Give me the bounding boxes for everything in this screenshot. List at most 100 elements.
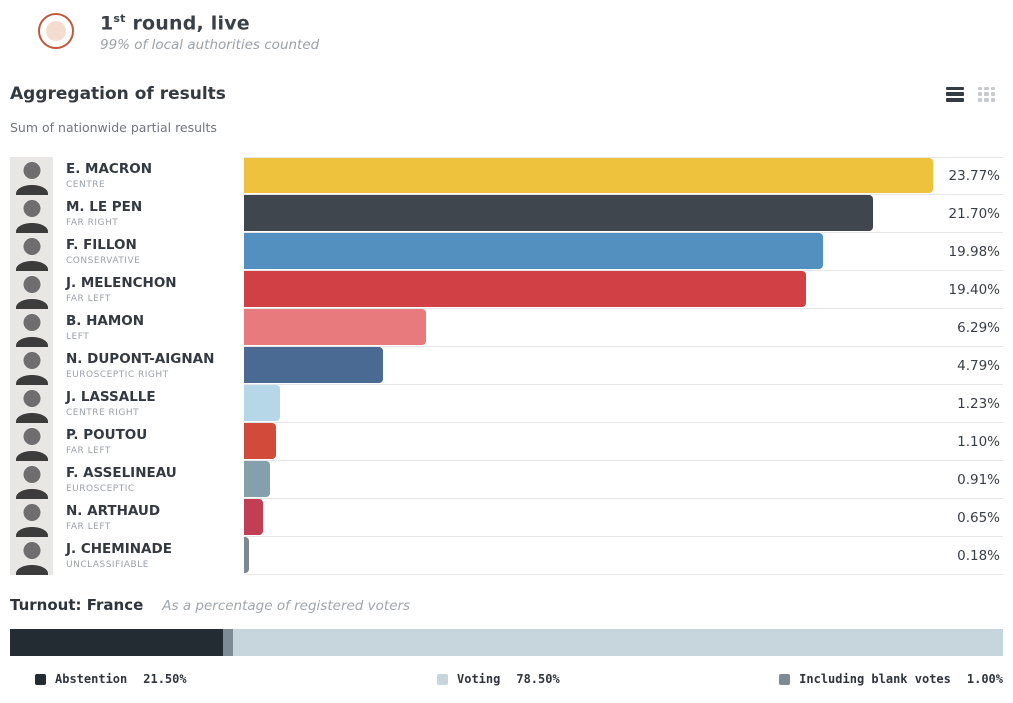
result-bar	[244, 347, 383, 383]
result-bar	[244, 271, 807, 307]
candidate-photo	[10, 423, 53, 461]
round-title: 1st round, live	[100, 12, 250, 35]
result-value: 0.91%	[957, 471, 1000, 488]
result-bar	[244, 233, 824, 269]
legend-item-blank-votes: Including blank votes 1.00%	[779, 672, 1003, 686]
candidate-photo	[10, 347, 53, 385]
candidate-party: LEFT	[66, 331, 90, 342]
turnout-legend: Abstention 21.50% Voting 78.50% Includin…	[10, 672, 1003, 686]
candidate-name: P. POUTOU	[66, 427, 148, 444]
bar-track: 6.29%	[244, 309, 1003, 347]
page-header: 1st round, live 99% of local authorities…	[0, 0, 1013, 60]
candidate-name: N. DUPONT-AIGNAN	[66, 351, 215, 368]
result-value: 0.18%	[957, 547, 1000, 564]
candidate-party: FAR LEFT	[66, 521, 111, 532]
result-row: E. MACRON CENTRE 23.77%	[10, 157, 1003, 195]
candidate-photo	[10, 233, 53, 271]
result-row: P. POUTOU FAR LEFT 1.10%	[10, 423, 1003, 461]
result-value: 19.98%	[948, 243, 1000, 260]
candidate-photo	[10, 499, 53, 537]
turnout-note: As a percentage of registered voters	[162, 598, 411, 614]
bar-track: 0.91%	[244, 461, 1003, 499]
candidate-photo	[10, 537, 53, 575]
candidate-party: EUROSCEPTIC	[66, 483, 135, 494]
bar-track: 1.23%	[244, 385, 1003, 423]
legend-swatch-blank-votes	[779, 673, 791, 685]
turnout-stacked-bar	[10, 629, 1003, 656]
legend-item-abstention: Abstention 21.50%	[35, 672, 187, 686]
candidate-name: M. LE PEN	[66, 199, 143, 216]
result-value: 0.65%	[957, 509, 1000, 526]
result-row: J. CHEMINADE UNCLASSIFIABLE 0.18%	[10, 537, 1003, 575]
legend-label: Abstention	[55, 672, 128, 686]
candidate-photo	[10, 309, 53, 347]
candidate-name: F. ASSELINEAU	[66, 465, 177, 482]
candidate-name: J. CHEMINADE	[66, 541, 172, 558]
candidate-party: CENTRE RIGHT	[66, 407, 140, 418]
result-row: J. MELENCHON FAR LEFT 19.40%	[10, 271, 1003, 309]
legend-item-voting: Voting 78.50%	[437, 672, 560, 686]
bar-track: 0.18%	[244, 537, 1003, 575]
candidate-photo	[10, 461, 53, 499]
bar-track: 19.40%	[244, 271, 1003, 309]
result-value: 19.40%	[948, 281, 1000, 298]
candidate-party: EUROSCEPTIC RIGHT	[66, 369, 169, 380]
bar-track: 0.65%	[244, 499, 1003, 537]
legend-value: 1.00%	[966, 672, 1003, 686]
candidate-photo	[10, 195, 53, 233]
turnout-segment-abstention	[10, 629, 224, 656]
candidate-name: B. HAMON	[66, 313, 145, 330]
result-bar	[244, 461, 271, 497]
candidate-name: J. LASSALLE	[66, 389, 156, 406]
candidate-name: F. FILLON	[66, 237, 137, 254]
round-indicator-dot	[46, 21, 66, 41]
result-value: 21.70%	[948, 205, 1000, 222]
turnout-segment-blank-votes	[223, 629, 234, 656]
candidate-photo	[10, 157, 53, 195]
result-row: M. LE PEN FAR RIGHT 21.70%	[10, 195, 1003, 233]
legend-swatch-voting	[437, 673, 448, 685]
result-value: 23.77%	[948, 168, 1000, 184]
candidate-name: E. MACRON	[66, 161, 153, 178]
result-value: 6.29%	[957, 319, 1000, 336]
round-subtitle: 99% of local authorities counted	[100, 37, 320, 54]
result-bar	[244, 195, 874, 231]
bar-track: 23.77%	[244, 157, 1003, 195]
list-view-icon[interactable]	[946, 86, 964, 102]
candidate-party: FAR LEFT	[66, 293, 111, 304]
candidate-photo	[10, 271, 53, 309]
result-value: 1.10%	[957, 433, 1000, 450]
bar-track: 1.10%	[244, 423, 1003, 461]
result-row: B. HAMON LEFT 6.29%	[10, 309, 1003, 347]
result-row: F. ASSELINEAU EUROSCEPTIC 0.91%	[10, 461, 1003, 499]
candidate-photo	[10, 385, 53, 423]
bar-track: 19.98%	[244, 233, 1003, 271]
results-title: Aggregation of results	[10, 84, 226, 104]
result-row: J. LASSALLE CENTRE RIGHT 1.23%	[10, 385, 1003, 423]
candidate-name: N. ARTHAUD	[66, 503, 161, 520]
result-bar	[244, 158, 934, 193]
turnout-segment-voting	[233, 629, 1003, 656]
candidate-party: FAR RIGHT	[66, 217, 119, 228]
legend-value: 78.50%	[516, 672, 560, 686]
bar-track: 4.79%	[244, 347, 1003, 385]
candidate-party: CENTRE	[66, 179, 106, 190]
candidate-party: CONSERVATIVE	[66, 255, 141, 266]
result-bar	[244, 309, 427, 345]
results-bar-chart: E. MACRON CENTRE 23.77% M. LE PEN FAR RIGH…	[10, 157, 1003, 575]
candidate-party: UNCLASSIFIABLE	[66, 559, 149, 570]
result-bar	[244, 423, 276, 459]
round-indicator-icon	[38, 13, 74, 49]
candidate-name: J. MELENCHON	[66, 275, 177, 292]
bar-track: 21.70%	[244, 195, 1003, 233]
legend-label: Including blank votes	[799, 672, 951, 686]
result-row: N. DUPONT-AIGNAN EUROSCEPTIC RIGHT 4.79%	[10, 347, 1003, 385]
legend-label: Voting	[457, 672, 501, 686]
result-row: F. FILLON CONSERVATIVE 19.98%	[10, 233, 1003, 271]
grid-view-icon[interactable]	[978, 86, 995, 102]
results-subtitle: Sum of nationwide partial results	[10, 120, 217, 135]
result-value: 1.23%	[957, 395, 1000, 412]
turnout-title: Turnout: France	[10, 596, 144, 614]
legend-value: 21.50%	[143, 672, 187, 686]
result-bar	[244, 537, 250, 573]
